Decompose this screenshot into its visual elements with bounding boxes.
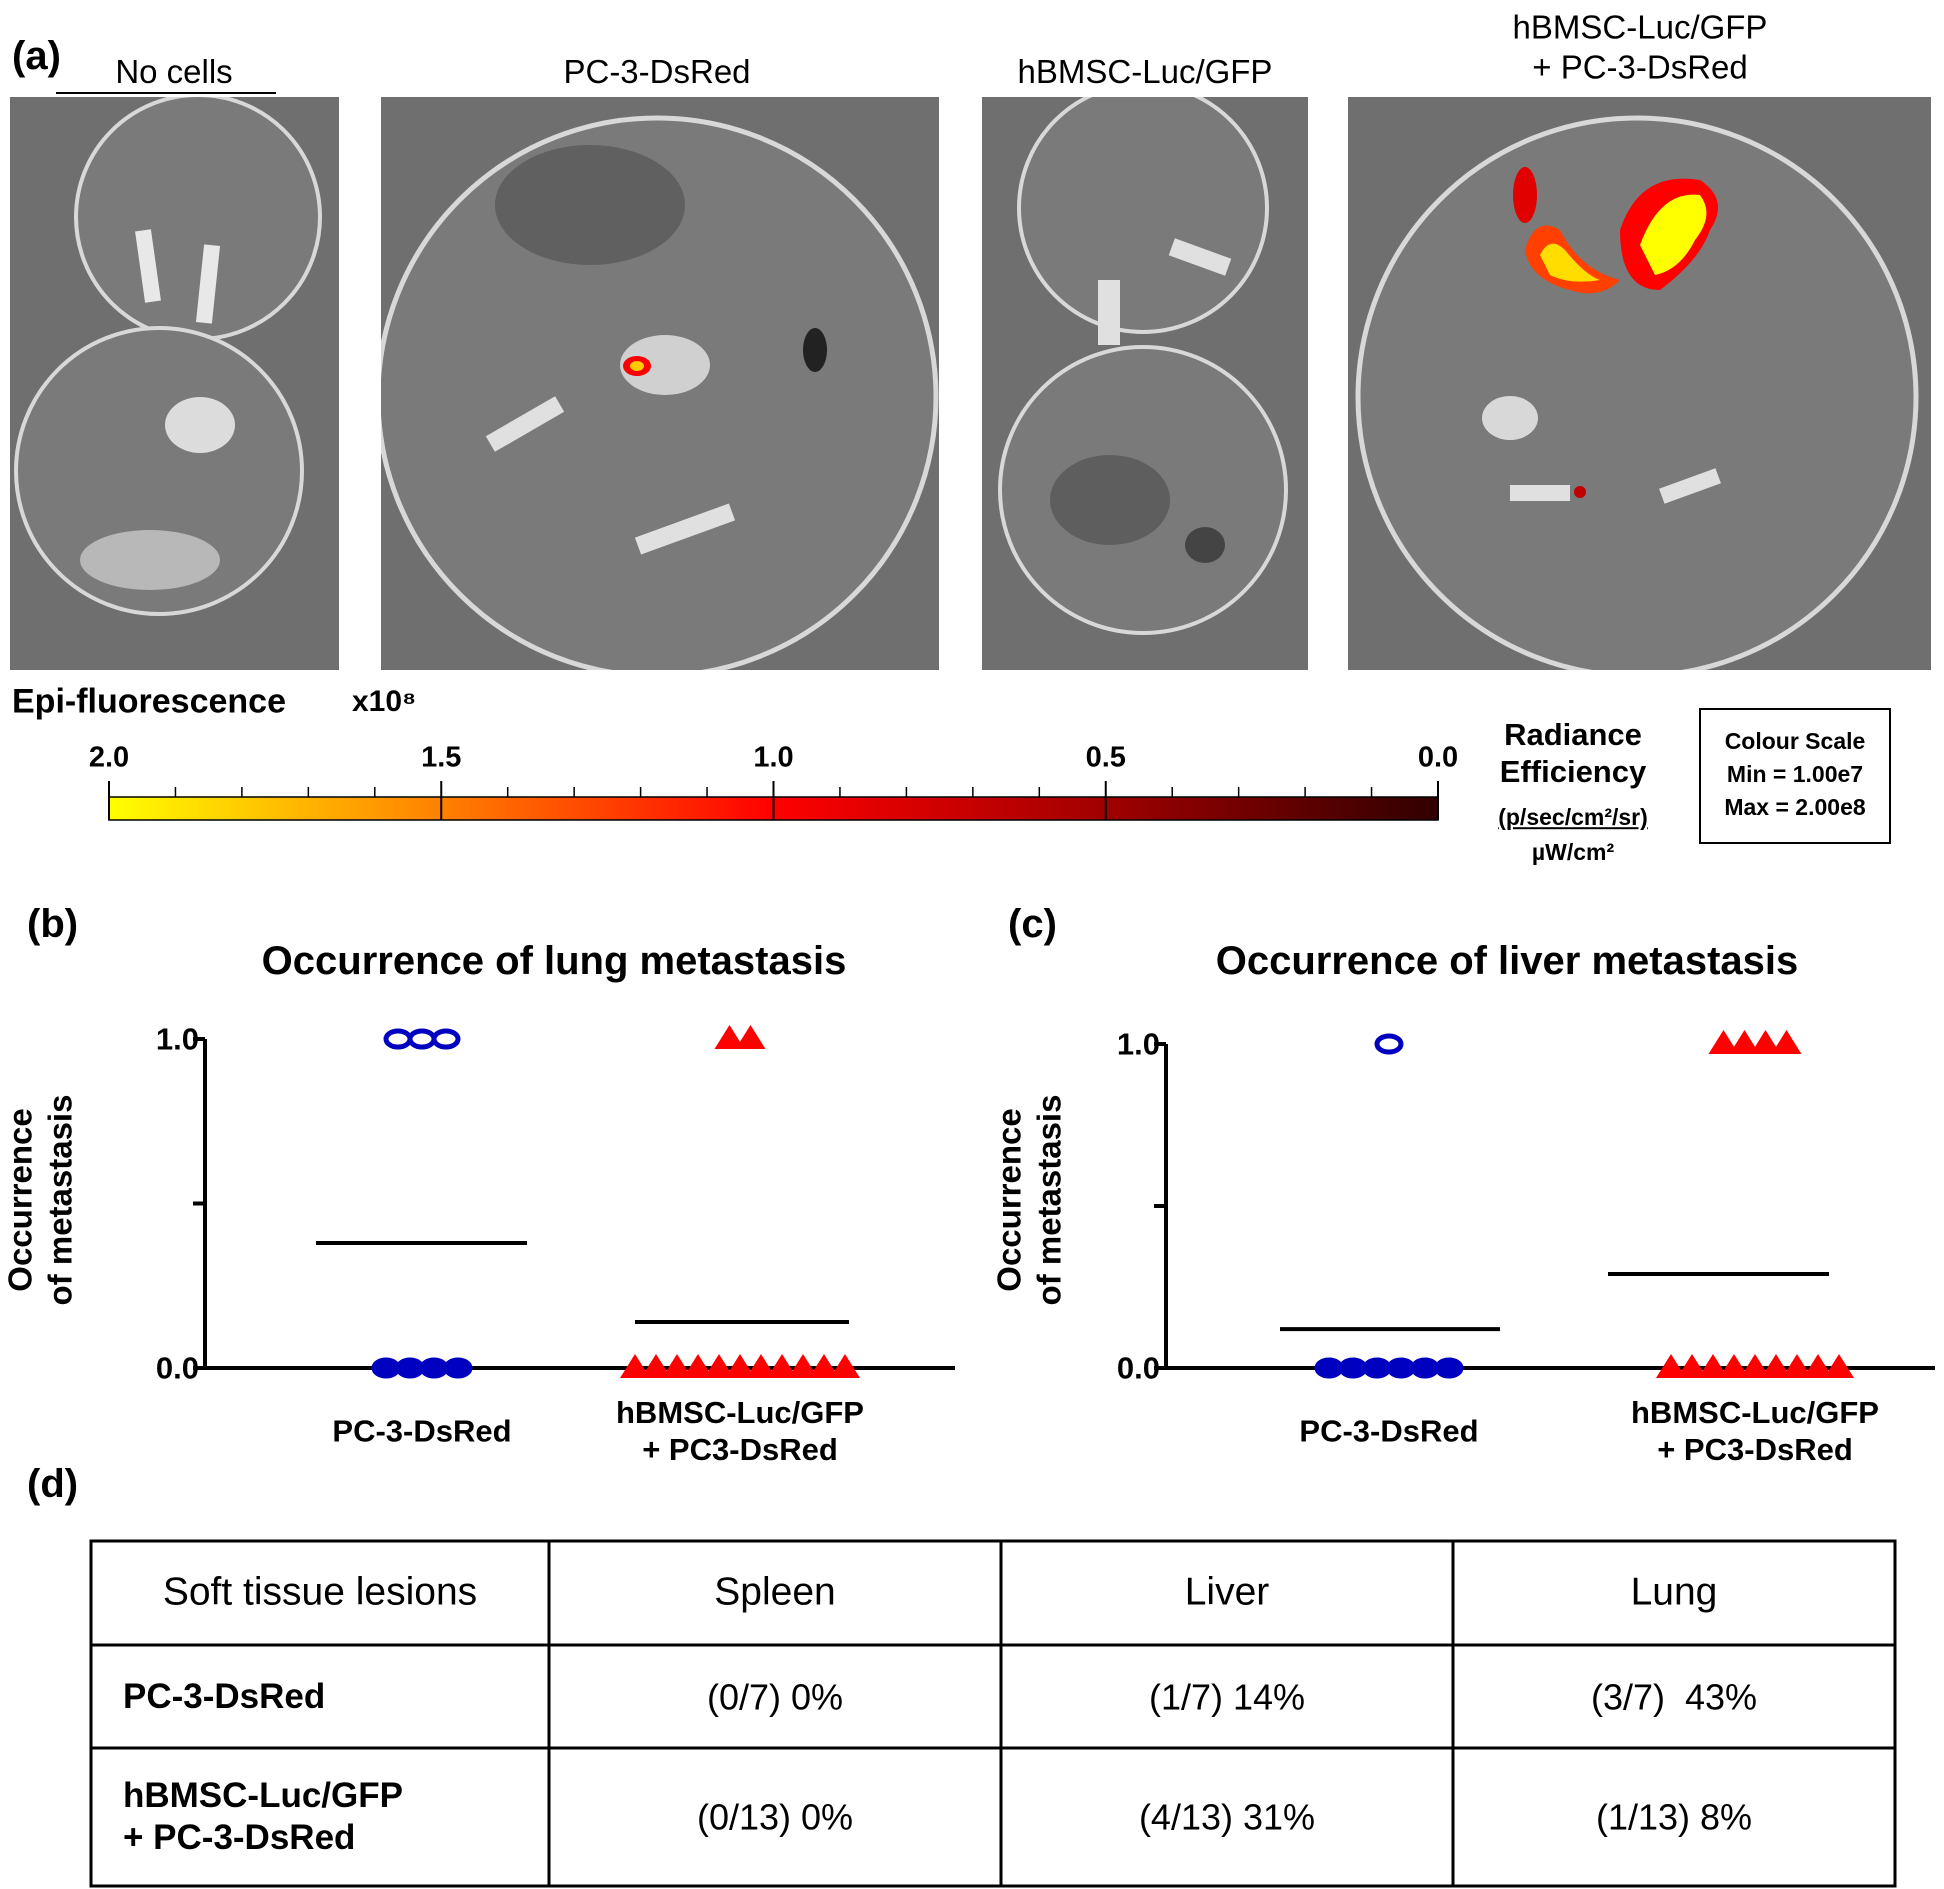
table-cell: (0/7) 0%: [706, 1675, 844, 1717]
colorbar-tick-label: 1.5: [421, 741, 462, 774]
colorbar-tick-label: 0.0: [1417, 741, 1459, 774]
data-point: [767, 1354, 797, 1378]
panel-label: (b): [27, 902, 79, 946]
table-cell: (1/7) 14%: [1148, 1675, 1306, 1717]
colorbar-tick-label: 2.0: [88, 741, 130, 774]
radiance-units: (p/sec/cm²/sr): [1498, 804, 1648, 831]
y-axis-label: Occurrence of metastasis: [990, 1094, 1067, 1306]
data-point: [1374, 1033, 1404, 1055]
data-point: [383, 1028, 413, 1050]
data-point: [683, 1354, 713, 1378]
data-point: [1698, 1354, 1728, 1378]
image-pc3: [381, 97, 939, 670]
table-header: Liver: [1184, 1570, 1270, 1614]
table-cell: (0/13) 0%: [696, 1796, 854, 1838]
data-point: [371, 1357, 401, 1379]
data-point: [1434, 1357, 1464, 1379]
table-border: [89, 1539, 1897, 1888]
data-point: [620, 1354, 650, 1378]
chart-title: Occurrence of liver metastasis: [1215, 939, 1799, 983]
data-point: [1803, 1354, 1833, 1378]
colorbar-multiplier: x10⁸: [352, 685, 417, 718]
colour-scale-text: Min = 1.00e7: [1726, 761, 1864, 788]
chart-title: Occurrence of lung metastasis: [261, 939, 847, 983]
radiance-label: Radiance Efficiency: [1499, 716, 1647, 789]
data-point: [714, 1025, 745, 1049]
image-title: hBMSC-Luc/GFP: [1017, 53, 1273, 91]
data-point: [1761, 1354, 1791, 1378]
data-point: [1677, 1354, 1707, 1378]
data-point: [1740, 1354, 1770, 1378]
colour-scale-text: Colour Scale: [1724, 728, 1866, 755]
data-point: [1314, 1357, 1344, 1379]
panel-label: (a): [12, 34, 61, 78]
data-point: [1410, 1357, 1440, 1379]
image-title: hBMSC-Luc/GFP + PC-3-DsRed: [1512, 8, 1768, 85]
table-cell: PC-3-DsRed: [123, 1676, 326, 1716]
colorbar-title: Epi-fluorescence: [12, 682, 286, 721]
image-hbmsc: [982, 97, 1308, 670]
x-tick-label: PC-3-DsRed: [332, 1413, 512, 1449]
table-cell: (1/13) 8%: [1595, 1796, 1753, 1838]
data-point: [830, 1354, 860, 1378]
y-tick-label: 1.0: [1116, 1026, 1160, 1062]
data-point: [1750, 1030, 1781, 1054]
data-point: [1708, 1030, 1739, 1054]
data-point: [641, 1354, 671, 1378]
x-tick-label: hBMSC-Luc/GFP + PC3-DsRed: [1631, 1394, 1879, 1467]
colorbar-tick-label: 0.5: [1085, 741, 1126, 774]
colorbar-tick-label: 1.0: [753, 741, 794, 774]
table-cell: (3/7) 43%: [1590, 1675, 1758, 1717]
y-tick-label: 1.0: [155, 1021, 199, 1057]
data-point: [725, 1354, 755, 1378]
data-point: [809, 1354, 839, 1378]
panel-label: (c): [1008, 902, 1057, 946]
data-point: [419, 1357, 449, 1379]
panel-label: (d): [27, 1462, 79, 1506]
image-hbmsc-pc3: [1348, 97, 1931, 670]
x-tick-label: hBMSC-Luc/GFP + PC3-DsRed: [616, 1394, 864, 1467]
y-axis-label: Occurrence of metastasis: [1, 1094, 78, 1306]
data-point: [431, 1028, 461, 1050]
data-point: [1386, 1357, 1416, 1379]
data-point: [395, 1357, 425, 1379]
data-point: [662, 1354, 692, 1378]
radiance-units: µW/cm²: [1531, 839, 1615, 866]
image-title: No cells: [115, 53, 233, 91]
table-header: Lung: [1630, 1570, 1718, 1614]
data-point: [1782, 1354, 1812, 1378]
colour-scale-text: Max = 2.00e8: [1724, 794, 1866, 821]
data-point: [1719, 1354, 1749, 1378]
data-point: [1656, 1354, 1686, 1378]
data-point: [443, 1357, 473, 1379]
data-point: [704, 1354, 734, 1378]
table-header: Soft tissue lesions: [162, 1570, 478, 1614]
data-point: [1771, 1030, 1802, 1054]
table-cell: hBMSC-Luc/GFP + PC-3-DsRed: [123, 1776, 403, 1857]
table-header: Spleen: [714, 1570, 836, 1614]
data-point: [788, 1354, 818, 1378]
image-title: PC-3-DsRed: [563, 53, 751, 91]
data-point: [746, 1354, 776, 1378]
x-tick-label: PC-3-DsRed: [1299, 1413, 1479, 1449]
data-point: [1338, 1357, 1368, 1379]
colour-scale-box: [1699, 708, 1891, 844]
image-no-cells: [10, 97, 339, 670]
y-tick-label: 0.0: [1116, 1350, 1160, 1386]
y-tick-label: 0.0: [155, 1350, 199, 1386]
data-point: [407, 1028, 437, 1050]
data-point: [735, 1025, 766, 1049]
table-cell: (4/13) 31%: [1138, 1796, 1316, 1838]
data-point: [1824, 1354, 1854, 1378]
data-point: [1729, 1030, 1760, 1054]
data-point: [1362, 1357, 1392, 1379]
